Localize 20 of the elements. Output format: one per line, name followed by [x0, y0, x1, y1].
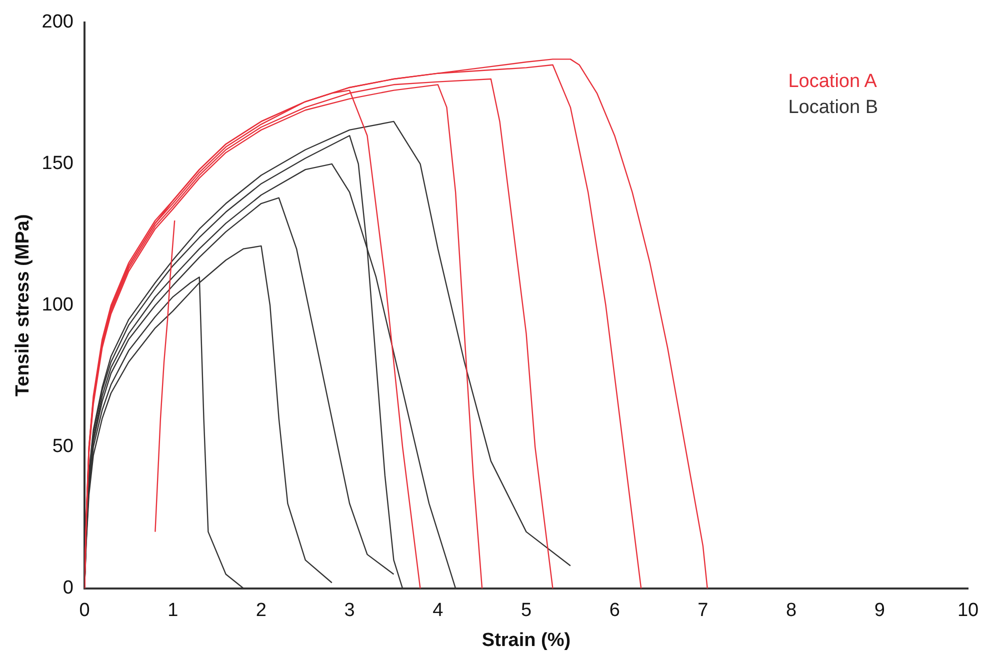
x-tick-label: 5: [520, 600, 532, 622]
text: Location A: [788, 71, 878, 92]
x-tick-label: 10: [957, 600, 979, 622]
x-tick-label: 3: [344, 600, 355, 622]
y-tick-label: 150: [42, 153, 74, 174]
y-tick-label: 0: [62, 578, 74, 599]
x-tick-label: 7: [698, 600, 708, 622]
y-tick-label: 100: [42, 294, 74, 316]
y-tick-label: 50: [52, 436, 74, 458]
x-tick-label: 4: [432, 600, 444, 622]
x-tick-label: 8: [786, 600, 797, 622]
x-tick-label: 2: [256, 600, 266, 622]
text: Location B: [788, 97, 878, 118]
x-axis-title: Strain (%): [482, 630, 571, 651]
x-tick-label: 6: [609, 600, 620, 622]
x-tick-label: 0: [79, 600, 90, 622]
x-tick-label: 9: [874, 600, 885, 622]
y-axis-title: Tensile stress (MPa): [12, 214, 34, 397]
y-tick-label: 200: [42, 12, 74, 33]
x-tick-label: 1: [168, 600, 178, 622]
